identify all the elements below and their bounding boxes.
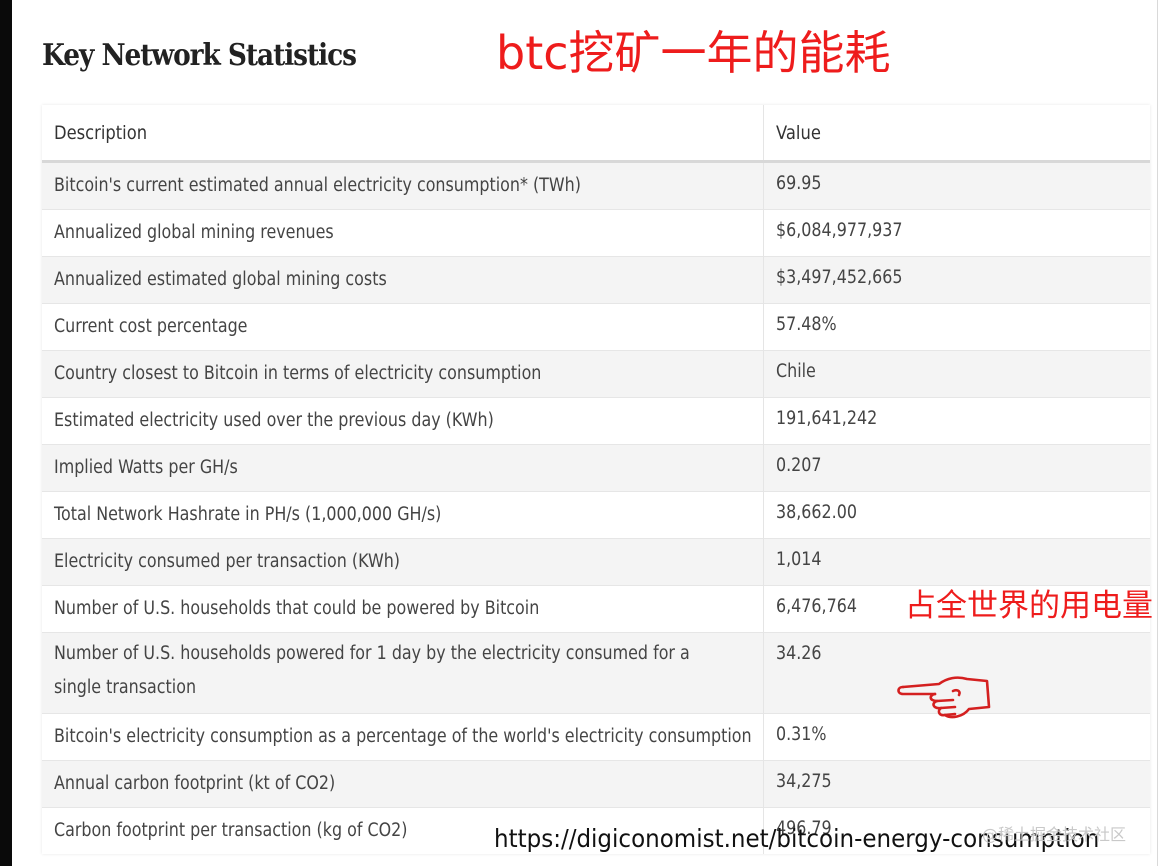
row-description: Bitcoin's current estimated annual elect… — [42, 161, 763, 210]
row-description: Total Network Hashrate in PH/s (1,000,00… — [42, 491, 763, 539]
watermark: @稀土掘金技术社区 — [982, 825, 1127, 844]
table-row: Annual carbon footprint (kt of CO2) 34,2… — [42, 760, 1150, 808]
table-row: Estimated electricity used over the prev… — [42, 397, 1150, 445]
row-description: Bitcoin's electricity consumption as a p… — [42, 713, 763, 761]
page-title: Key Network Statistics — [42, 38, 357, 73]
row-value: 0.31% — [762, 713, 1150, 761]
table-row: Annualized global mining revenues $6,084… — [42, 209, 1150, 257]
column-header-description: Description — [42, 105, 763, 163]
row-description: Annualized estimated global mining costs — [42, 256, 763, 304]
pointing-hand-icon — [897, 676, 991, 719]
row-description: Implied Watts per GH/s — [42, 444, 763, 492]
row-description: Carbon footprint per transaction (kg of … — [42, 807, 763, 854]
table-row: Country closest to Bitcoin in terms of e… — [42, 350, 1150, 398]
row-description: Annual carbon footprint (kt of CO2) — [42, 760, 763, 808]
left-border-strip — [0, 0, 12, 866]
table-row: Bitcoin's current estimated annual elect… — [42, 161, 1150, 210]
row-description: Current cost percentage — [42, 303, 763, 351]
row-description: Number of U.S. households powered for 1 … — [42, 632, 763, 714]
annotation-title: btc挖矿一年的能耗 — [496, 26, 891, 80]
right-edge-line — [1157, 0, 1158, 866]
row-value: 69.95 — [762, 161, 1150, 210]
table-row: Number of U.S. households that could be … — [42, 585, 1150, 633]
table-row: Implied Watts per GH/s 0.207 — [42, 444, 1150, 492]
row-description: Electricity consumed per transaction (KW… — [42, 538, 763, 586]
row-value: 38,662.00 — [762, 491, 1150, 539]
row-value: 0.207 — [762, 444, 1150, 492]
row-value: 191,641,242 — [762, 397, 1150, 445]
table-row: Number of U.S. households powered for 1 … — [42, 632, 1150, 714]
table-row: Total Network Hashrate in PH/s (1,000,00… — [42, 491, 1150, 539]
table-header-row: Description Value — [42, 105, 1150, 163]
row-description: Country closest to Bitcoin in terms of e… — [42, 350, 763, 398]
row-value: 6,476,764 — [762, 585, 1150, 633]
table-row: Annualized estimated global mining costs… — [42, 256, 1150, 304]
row-description: Annualized global mining revenues — [42, 209, 763, 257]
row-value: 496.79 — [762, 807, 1150, 854]
table-row: Bitcoin's electricity consumption as a p… — [42, 713, 1150, 761]
network-statistics-table: Description Value Bitcoin's current esti… — [42, 105, 1150, 854]
row-description: Estimated electricity used over the prev… — [42, 397, 763, 445]
row-value: Chile — [762, 350, 1150, 398]
row-value: 57.48% — [762, 303, 1150, 351]
annotation-note: 占全世界的用电量 — [905, 588, 1153, 624]
row-value: $6,084,977,937 — [762, 209, 1150, 257]
source-url: https://digiconomist.net/bitcoin-energy-… — [494, 824, 1100, 853]
row-value: 1,014 — [762, 538, 1150, 586]
row-description: Number of U.S. households that could be … — [42, 585, 763, 633]
table-row: Carbon footprint per transaction (kg of … — [42, 807, 1150, 854]
table-row: Electricity consumed per transaction (KW… — [42, 538, 1150, 586]
row-value: $3,497,452,665 — [762, 256, 1150, 304]
row-value: 34,275 — [762, 760, 1150, 808]
table-row: Current cost percentage 57.48% — [42, 303, 1150, 351]
column-header-value: Value — [762, 105, 1150, 163]
row-value: 34.26 — [762, 632, 1150, 714]
